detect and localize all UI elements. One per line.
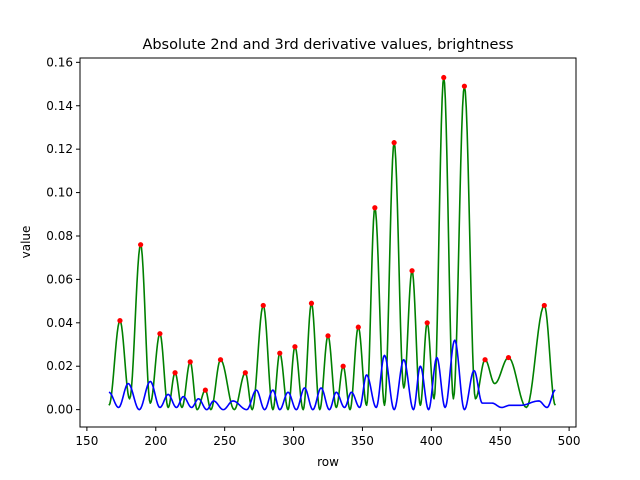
x-tick-label: 400 <box>420 434 443 448</box>
series-layer <box>108 76 557 411</box>
peak-marker <box>292 344 298 350</box>
x-tick-label: 350 <box>351 434 374 448</box>
x-axis-label: row <box>317 455 339 469</box>
y-tick-label: 0.12 <box>46 142 73 156</box>
x-tick-label: 150 <box>75 434 98 448</box>
y-tick-label: 0.08 <box>46 229 73 243</box>
x-tick-label: 500 <box>558 434 581 448</box>
y-tick-label: 0.16 <box>46 55 73 69</box>
y-tick-label: 0.14 <box>46 99 73 113</box>
peak-marker <box>340 363 346 369</box>
peak-marker <box>409 268 415 274</box>
peak-marker <box>355 324 361 330</box>
peak-marker <box>217 357 224 363</box>
peak-marker <box>157 331 163 337</box>
peak-marker <box>505 354 512 361</box>
peak-marker <box>391 140 397 146</box>
y-tick-label: 0.00 <box>46 403 73 417</box>
peak-marker <box>202 387 208 393</box>
marker-layer <box>117 74 547 393</box>
peak-marker <box>172 370 178 376</box>
chart-title: Absolute 2nd and 3rd derivative values, … <box>142 37 513 53</box>
peak-marker <box>277 350 283 356</box>
x-tick-label: 450 <box>489 434 512 448</box>
peak-marker <box>461 83 467 89</box>
peak-marker <box>138 242 144 248</box>
x-tick-label: 200 <box>144 434 167 448</box>
y-tick-label: 0.02 <box>46 359 73 373</box>
peak-marker <box>372 205 378 211</box>
plot-area <box>79 57 577 428</box>
peak-marker <box>117 318 123 324</box>
plot-frame <box>79 57 577 428</box>
peak-marker <box>187 359 193 365</box>
x-axis: 150 200 250 300 350 400 450 500 <box>75 427 581 448</box>
series-line-2 <box>108 339 556 411</box>
peak-marker <box>482 357 488 363</box>
y-axis-label: value <box>19 226 33 259</box>
peak-marker <box>260 302 266 309</box>
peak-marker <box>541 302 547 309</box>
x-tick-label: 300 <box>282 434 305 448</box>
y-tick-label: 0.04 <box>46 316 73 330</box>
peak-marker <box>308 300 315 306</box>
y-tick-label: 0.10 <box>46 186 73 200</box>
y-tick-label: 0.06 <box>46 272 73 286</box>
series-line-1 <box>108 76 557 411</box>
x-tick-label: 250 <box>213 434 236 448</box>
peak-marker <box>325 333 331 339</box>
peak-marker <box>424 320 430 326</box>
peak-marker <box>242 370 248 376</box>
peak-marker <box>441 74 447 81</box>
y-axis: 0.00 0.02 0.04 0.06 0.08 0.10 0.12 0.14 0.16 <box>46 55 80 417</box>
